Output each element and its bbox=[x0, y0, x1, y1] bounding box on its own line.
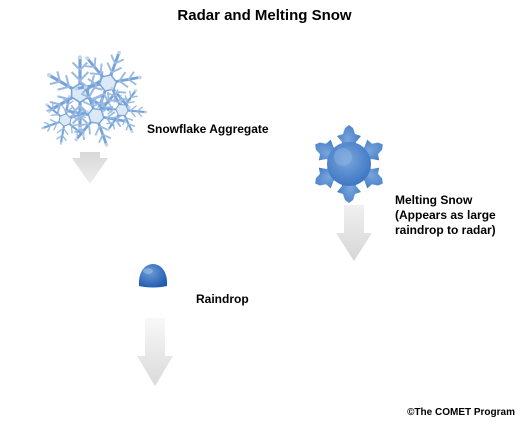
snowflake-fall-arrow bbox=[70, 152, 110, 186]
melting-snow-label-line2: (Appears as large bbox=[395, 208, 496, 223]
raindrop-label: Raindrop bbox=[196, 292, 249, 307]
snowflake-aggregate-illustration bbox=[30, 38, 160, 158]
diagram-title: Radar and Melting Snow bbox=[0, 7, 529, 24]
melting-snow-label: Melting Snow (Appears as large raindrop … bbox=[395, 193, 496, 238]
melting-snow-label-line1: Melting Snow bbox=[395, 193, 496, 208]
melting-snow-fall-arrow bbox=[334, 205, 374, 263]
melting-snow-label-line3: raindrop to radar) bbox=[395, 223, 496, 238]
raindrop-fall-arrow bbox=[135, 318, 175, 388]
snowflake-aggregate-label: Snowflake Aggregate bbox=[147, 122, 269, 137]
raindrop-illustration bbox=[137, 262, 169, 288]
copyright-credit: ©The COMET Program bbox=[407, 407, 515, 418]
melting-snow-illustration bbox=[308, 123, 390, 205]
